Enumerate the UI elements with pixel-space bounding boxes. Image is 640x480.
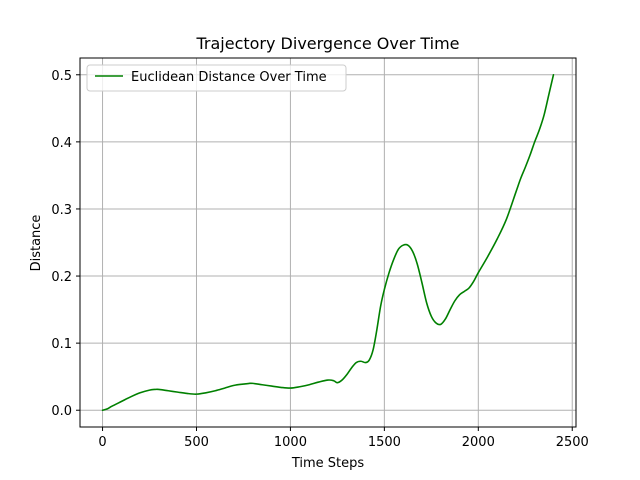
legend-label: Euclidean Distance Over Time xyxy=(131,70,327,85)
plot-series xyxy=(101,73,555,412)
y-tick-label: 0.0 xyxy=(51,404,72,419)
x-tick-label: 2500 xyxy=(556,435,589,450)
y-axis-label: Distance xyxy=(29,215,44,272)
x-tick-label: 1000 xyxy=(274,435,307,450)
x-tick-label: 0 xyxy=(98,435,106,450)
legend: Euclidean Distance Over Time xyxy=(86,64,347,92)
x-tick-label: 1500 xyxy=(368,435,401,450)
x-tick-label: 2000 xyxy=(462,435,495,450)
y-tick-label: 0.1 xyxy=(51,337,72,352)
x-tick-label: 500 xyxy=(184,435,209,450)
x-axis-label: Time Steps xyxy=(291,456,365,471)
grid xyxy=(80,58,576,427)
series-line xyxy=(101,73,555,412)
axes-frame xyxy=(79,57,577,428)
chart-title: Trajectory Divergence Over Time xyxy=(195,34,459,53)
ticks: 0 500 1000 1500 2000 2500 0.0 0.1 0.2 0.3 0.4 0.5 xyxy=(51,69,588,450)
y-tick-label: 0.2 xyxy=(51,270,72,285)
y-tick-label: 0.5 xyxy=(51,69,72,84)
y-tick-label: 0.4 xyxy=(51,136,72,151)
y-tick-label: 0.3 xyxy=(51,203,72,218)
legend-box xyxy=(86,64,347,92)
